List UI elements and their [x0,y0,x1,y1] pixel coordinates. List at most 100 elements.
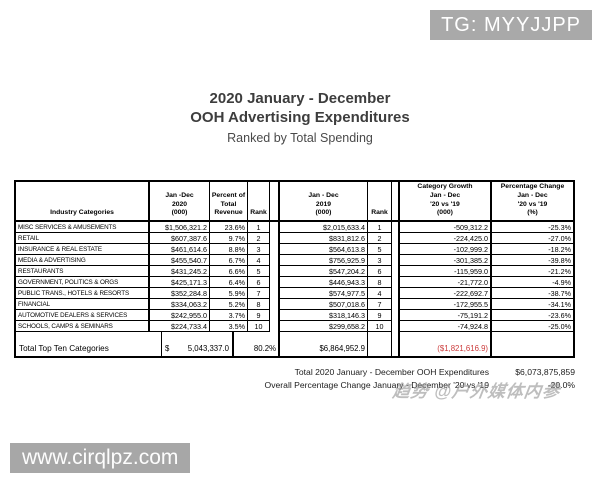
top-right-watermark-badge: TG: MYYJJPP [430,10,592,40]
cell-change: -25.0% [492,321,573,332]
table-body: MISC SERVICES & AMUSEMENTS $1,506,321.2 23… [16,222,573,332]
column-spacer [270,277,280,288]
column-spacer [270,266,280,277]
cell-growth: -224,425.0 [400,233,492,244]
table-total-row: Total Top Ten Categories $ 5,043,337.0 8… [16,332,573,356]
cell-growth: -21,772.0 [400,277,492,288]
cell-change: -27.0% [492,233,573,244]
table-row: SCHOOLS, CAMPS & SEMINARS $224,733.4 3.5% 1… [16,321,573,332]
column-spacer [392,244,400,255]
header-rank-2020: Rank [248,182,270,221]
cell-y2020: $1,506,321.2 [150,222,210,233]
footnote-2-value: -20.0% [547,380,575,390]
table-row: RESTAURANTS $431,245.2 6.6% 5 $547,204.2 6 -11… [16,266,573,277]
cell-pct: 23.6% [210,222,248,233]
header-industry-categories: Industry Categories [16,182,150,221]
cell-pct: 3.5% [210,321,248,332]
table-row: RETAIL $607,387.6 9.7% 2 $831,812.6 2 -224,425… [16,233,573,244]
column-spacer [270,233,280,244]
cell-y2019: $574,977.5 [280,288,368,299]
column-spacer [270,222,280,233]
header-2019: Jan - Dec 2019 (000) [280,182,368,221]
column-spacer [270,321,280,332]
cell-growth: -222,692.7 [400,288,492,299]
title-line-1: 2020 January - December [209,90,391,107]
cell-y2020: $242,955.0 [150,310,210,321]
cell-y2020: $425,171.3 [150,277,210,288]
cell-growth: -75,191.2 [400,310,492,321]
header-percent-revenue: Percent of Total Revenue [210,182,248,221]
cell-y2019: $564,613.8 [280,244,368,255]
cell-y2019: $507,018.6 [280,299,368,310]
footnote-1-label: Total 2020 January - December OOH Expend… [294,367,489,377]
total-rank-blank [368,332,392,356]
column-spacer [392,332,400,356]
header-category-growth: Category Growth Jan - Dec '20 vs '19 (00… [400,182,492,221]
cell-rank2: 8 [368,277,392,288]
cell-growth: -509,312.2 [400,222,492,233]
cell-rank1: 5 [248,266,270,277]
column-spacer [392,182,400,221]
cell-category: RESTAURANTS [16,266,150,277]
cell-pct: 5.9% [210,288,248,299]
header-percentage-change: Percentage Change Jan - Dec '20 vs '19 (… [500,183,565,217]
cell-pct: 9.7% [210,233,248,244]
table-row: FINANCIAL $334,063.2 5.2% 8 $507,018.6 7 -172,… [16,299,573,310]
column-spacer [392,266,400,277]
cell-rank1: 10 [248,321,270,332]
cell-change: -18.2% [492,244,573,255]
table-row: PUBLIC TRANS., HOTELS & RESORTS $352,284.… [16,288,573,299]
cell-growth: -172,955.5 [400,299,492,310]
cell-change: -25.3% [492,222,573,233]
footnotes: Total 2020 January - December OOH Expend… [230,366,575,392]
column-spacer [392,321,400,332]
footnote-2-label: Overall Percentage Change January - Dece… [264,380,489,390]
cell-y2019: $831,812.6 [280,233,368,244]
column-spacer [392,310,400,321]
cell-pct: 8.8% [210,244,248,255]
table-header-row: Industry Categories Jan -Dec 2020 (000) … [16,182,573,222]
table-row: AUTOMOTIVE DEALERS & SERVICES $242,955.0 3… [16,310,573,321]
cell-y2020: $224,733.4 [150,321,210,332]
currency-symbol: $ [165,344,170,353]
column-spacer [392,222,400,233]
cell-rank1: 3 [248,244,270,255]
title-line-2: OOH Advertising Expenditures [190,109,410,126]
cell-y2020: $352,284.8 [150,288,210,299]
header-2020: Jan -Dec 2020 (000) [150,182,210,221]
cell-category: MISC SERVICES & AMUSEMENTS [16,222,150,233]
cell-rank2: 10 [368,321,392,332]
cell-growth: -74,924.8 [400,321,492,332]
total-label: Total Top Ten Categories [16,332,162,356]
column-spacer [392,288,400,299]
center-watermark: 趋势 @户外媒体内参 [391,382,562,401]
total-change-blank [492,332,573,356]
column-spacer [392,299,400,310]
cell-y2019: $547,204.2 [280,266,368,277]
cell-rank1: 9 [248,310,270,321]
cell-rank2: 2 [368,233,392,244]
cell-y2019: $446,943.3 [280,277,368,288]
cell-category: GOVERNMENT, POLITICS & ORGS [16,277,150,288]
cell-pct: 6.4% [210,277,248,288]
table-row: MISC SERVICES & AMUSEMENTS $1,506,321.2 23… [16,222,573,233]
cell-y2019: $2,015,633.4 [280,222,368,233]
cell-rank2: 9 [368,310,392,321]
footnote-line-2: Overall Percentage Change January - Dece… [230,379,575,392]
cell-pct: 6.6% [210,266,248,277]
column-spacer [270,182,280,221]
cell-y2020: $334,063.2 [150,299,210,310]
cell-change: -23.6% [492,310,573,321]
subtitle: Ranked by Total Spending [227,131,373,145]
expenditures-table: Industry Categories Jan -Dec 2020 (000) … [14,180,575,358]
cell-y2020: $607,387.6 [150,233,210,244]
cell-category: INSURANCE & REAL ESTATE [16,244,150,255]
title-block: 2020 January - December OOH Advertising … [0,89,600,145]
cell-rank1: 2 [248,233,270,244]
column-spacer [270,299,280,310]
cell-rank2: 4 [368,288,392,299]
cell-rank2: 7 [368,299,392,310]
cell-pct: 5.2% [210,299,248,310]
column-spacer [392,255,400,266]
footnote-1-value: $6,073,875,859 [515,367,575,377]
